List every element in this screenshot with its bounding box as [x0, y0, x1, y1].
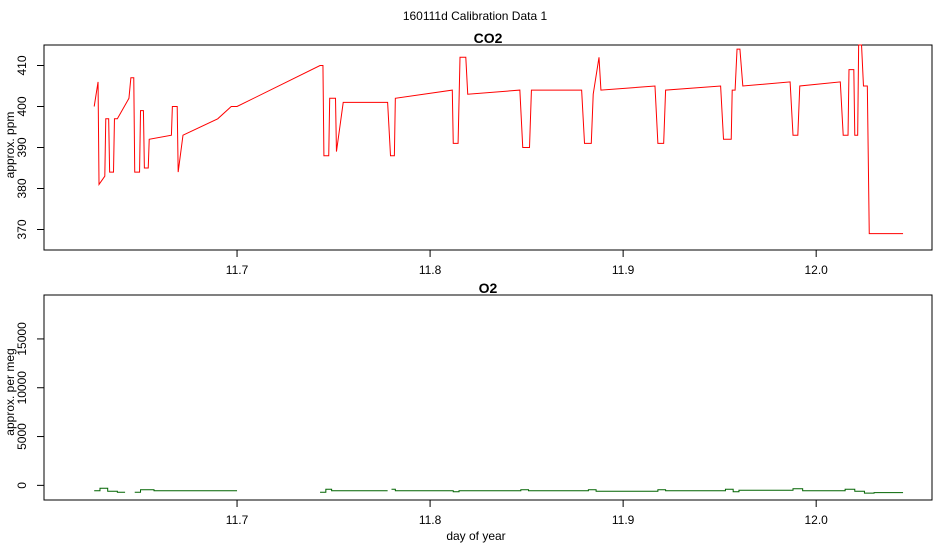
o2-plot-frame [43, 294, 933, 501]
co2-y-tick-label: 370 [15, 219, 29, 239]
o2-y-axis-label: approx. per meg [3, 348, 17, 435]
o2-x-tick-label: 11.8 [419, 513, 442, 527]
co2-y-tick-label: 410 [15, 55, 29, 75]
o2-y-tick-label: 0 [15, 482, 29, 489]
o2-y-tick-label: 5000 [15, 423, 29, 450]
o2-series-line [94, 487, 126, 493]
co2-y-tick-label: 390 [15, 137, 29, 157]
o2-series-line [391, 488, 904, 494]
co2-x-axis: 11.7 11.8 11.9 12.0 [226, 250, 828, 277]
co2-x-tick-label: 11.8 [419, 263, 442, 277]
o2-series-layer [94, 487, 904, 494]
o2-panel: O2 approx. per meg day of year 0 5000 1000… [3, 280, 933, 543]
co2-series-line [93, 44, 904, 235]
figure-title: 160111d Calibration Data 1 [403, 9, 548, 23]
co2-series-layer [93, 44, 904, 235]
o2-y-tick-label: 10000 [15, 371, 29, 405]
o2-x-tick-label: 11.9 [612, 513, 635, 527]
o2-x-tick-label: 11.7 [226, 513, 249, 527]
co2-y-tick-label: 380 [15, 178, 29, 198]
co2-x-tick-label: 12.0 [804, 263, 828, 277]
o2-y-tick-label: 15000 [15, 322, 29, 356]
o2-panel-title: O2 [479, 280, 498, 296]
o2-x-axis-label: day of year [446, 529, 505, 543]
o2-series-line [320, 488, 388, 493]
o2-x-tick-label: 12.0 [804, 513, 828, 527]
co2-y-axis-label: approx. ppm [3, 112, 17, 179]
o2-x-axis: 11.7 11.8 11.9 12.0 [226, 500, 828, 527]
co2-y-tick-label: 400 [15, 96, 29, 116]
co2-x-tick-label: 11.9 [612, 263, 635, 277]
co2-panel-title: CO2 [474, 30, 503, 46]
o2-y-axis: 0 5000 10000 15000 [15, 322, 44, 489]
o2-series-line [134, 489, 238, 493]
co2-y-axis: 370 380 390 400 410 [15, 55, 44, 240]
co2-x-tick-label: 11.7 [226, 263, 249, 277]
co2-panel: CO2 approx. ppm 370 380 390 400 410 11.7 11.8… [3, 30, 933, 277]
co2-plot-frame [43, 44, 933, 251]
